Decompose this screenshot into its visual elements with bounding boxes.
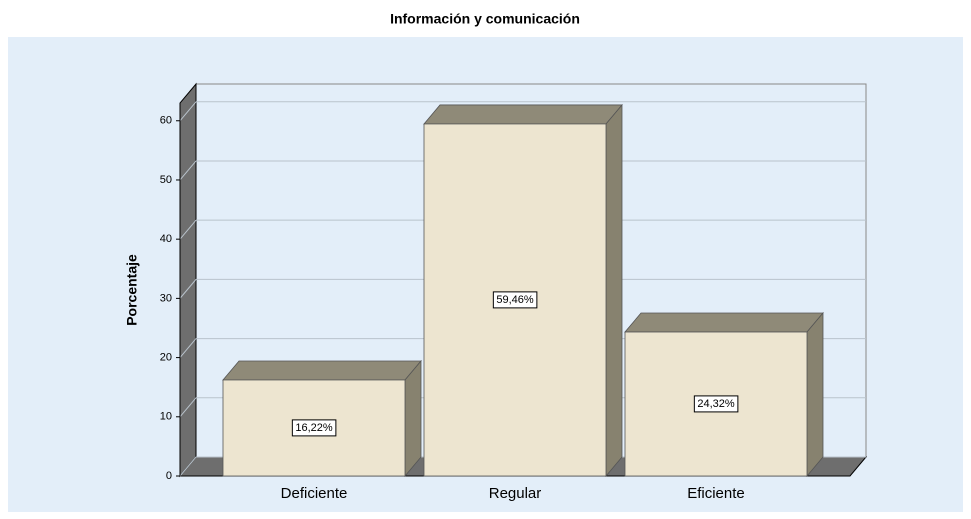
grid-line: [179, 456, 197, 477]
bar-side: [404, 359, 422, 478]
bar-side: [605, 103, 623, 478]
grid-line: [179, 160, 197, 181]
grid-line: [179, 397, 197, 418]
bar-top: [222, 360, 422, 381]
bar-side: [806, 311, 824, 478]
y-tick-label: 20: [160, 351, 172, 363]
left-wall: [179, 82, 197, 478]
grid-line: [179, 279, 197, 299]
data-label: 16,22%: [295, 422, 333, 434]
data-label-box: [693, 395, 739, 413]
y-tick-label: 40: [160, 233, 172, 245]
grid-line: [179, 338, 197, 358]
bar: [624, 311, 824, 478]
chart-title: Información y comunicación: [390, 11, 580, 27]
y-tick-label: 60: [160, 115, 172, 127]
data-label-box: [492, 291, 538, 309]
data-label: 59,46%: [496, 294, 534, 306]
y-axis-label: Porcentaje: [124, 254, 140, 326]
y-tick-label: 10: [160, 411, 172, 423]
data-label: 24,32%: [697, 398, 735, 410]
grid-line: [179, 219, 197, 240]
bar: [423, 103, 623, 478]
y-tick-label: 0: [166, 470, 172, 482]
y-tick-label: 50: [160, 174, 172, 186]
x-tick-label: Deficiente: [281, 485, 348, 502]
x-tick-label: Regular: [489, 485, 542, 502]
x-tick-label: Eficiente: [687, 485, 745, 502]
bar: [222, 359, 422, 478]
bar-top: [423, 104, 623, 125]
data-label-box: [291, 419, 337, 437]
y-tick-label: 30: [160, 292, 172, 304]
bar-top: [624, 312, 824, 333]
grid-line: [179, 101, 197, 122]
